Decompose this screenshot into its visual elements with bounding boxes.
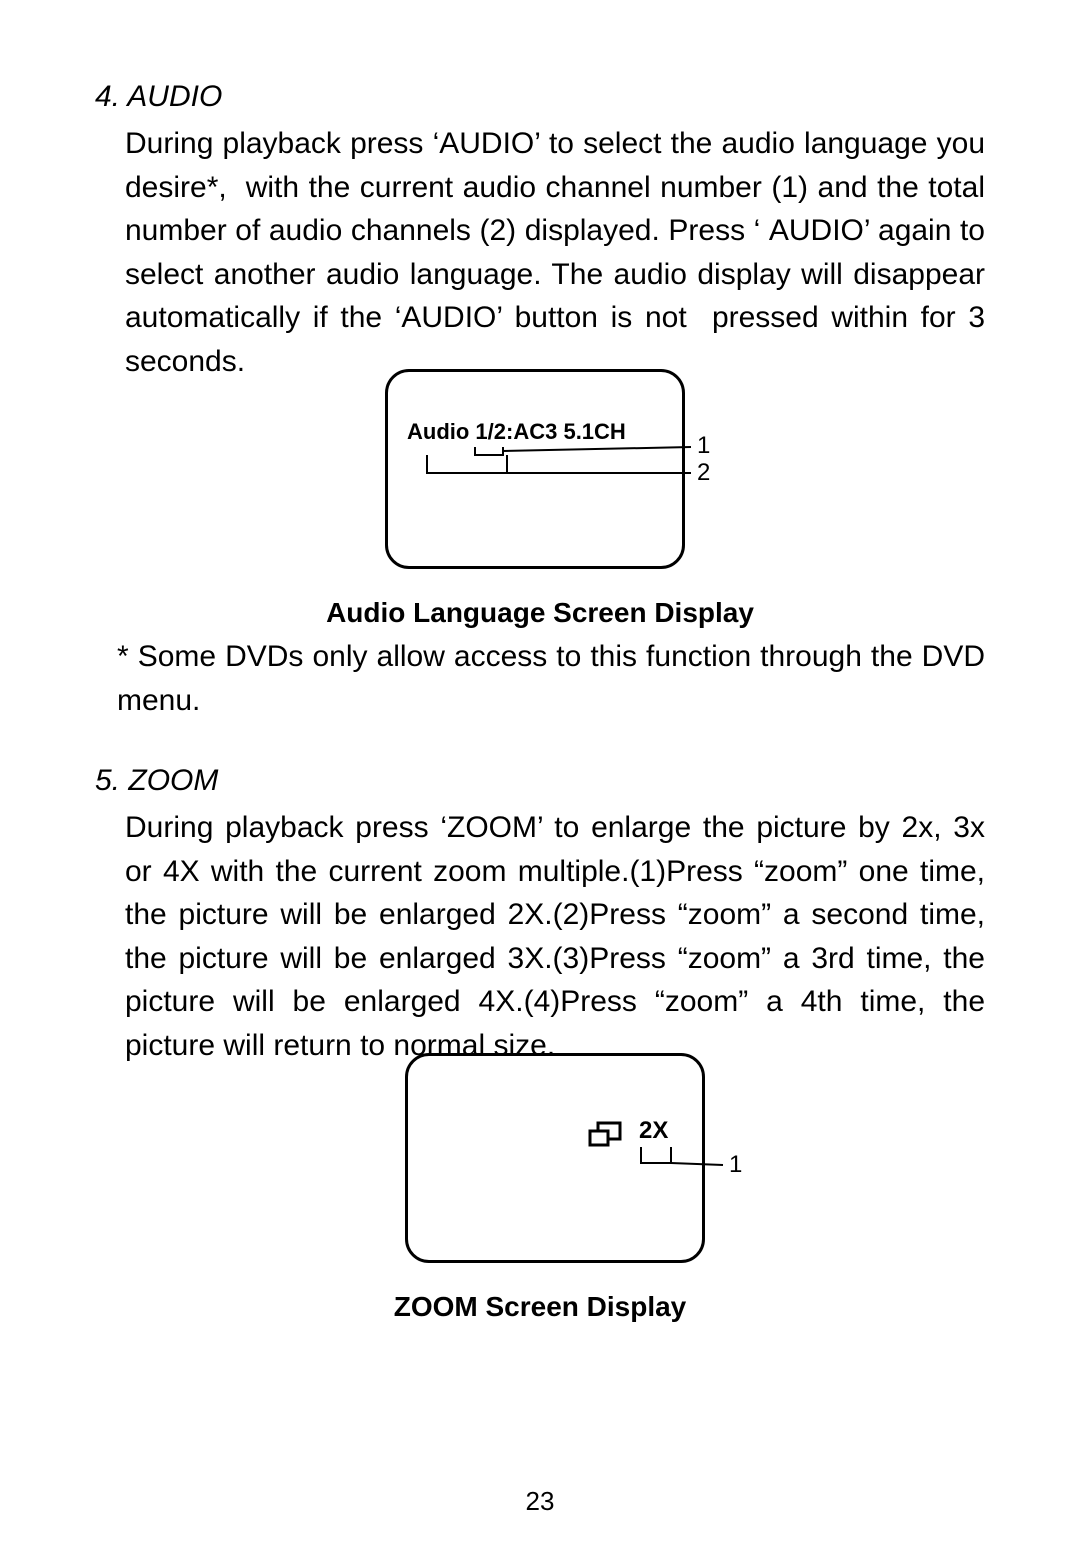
audio-screen-box <box>385 369 685 569</box>
audio-heading-title: AUDIO <box>127 80 222 113</box>
zoom-heading: 5. ZOOM <box>95 764 985 798</box>
zoom-figure: 2X 1 <box>405 1053 805 1263</box>
manual-page: 4. AUDIO During playback press ‘AUDIO’ t… <box>0 0 1080 1562</box>
audio-callout-2: 2 <box>697 459 710 487</box>
audio-heading: 4. AUDIO <box>95 80 985 114</box>
zoom-value-label: 2X <box>639 1117 668 1145</box>
zoom-heading-number: 5. <box>95 764 120 797</box>
audio-heading-number: 4. <box>95 80 120 113</box>
audio-callout-1: 1 <box>697 432 710 460</box>
zoom-caption: ZOOM Screen Display <box>95 1291 985 1323</box>
audio-caption: Audio Language Screen Display <box>95 597 985 629</box>
audio-figure: Audio 1/2:AC3 5.1CH 1 2 <box>385 369 785 569</box>
audio-footnote: * Some DVDs only allow access to this fu… <box>117 635 985 722</box>
zoom-heading-title: ZOOM <box>128 764 218 797</box>
zoom-body-text: During playback press ‘ZOOM’ to enlarge … <box>125 806 985 1067</box>
audio-screen-label: Audio 1/2:AC3 5.1CH <box>407 419 626 445</box>
zoom-screen-box <box>405 1053 705 1263</box>
audio-body-text: During playback press ‘AUDIO’ to select … <box>125 122 985 383</box>
zoom-figure-row: 2X 1 <box>95 1067 985 1263</box>
audio-figure-row: Audio 1/2:AC3 5.1CH 1 2 <box>95 383 985 569</box>
zoom-callout-1: 1 <box>729 1151 742 1179</box>
page-number: 23 <box>0 1486 1080 1517</box>
